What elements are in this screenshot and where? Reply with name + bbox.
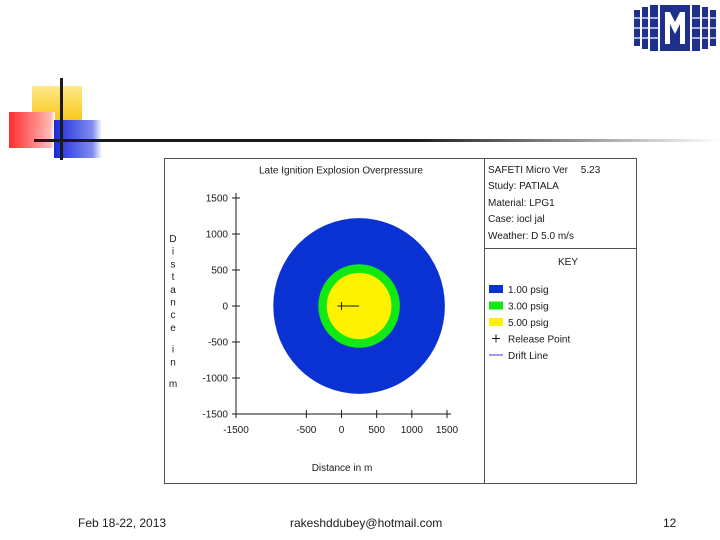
y-axis-label-char: t xyxy=(172,272,175,283)
y-tick-label: 0 xyxy=(222,302,228,313)
x-tick-label: 0 xyxy=(339,425,345,436)
weather-line: Weather: D 5.0 m/s xyxy=(488,231,574,242)
study-line: Study: PATIALA xyxy=(488,181,559,192)
x-tick-label: -1500 xyxy=(223,425,249,436)
legend-label: 5.00 psig xyxy=(508,318,549,329)
y-axis-label-char: D xyxy=(169,234,176,245)
y-tick-label: -500 xyxy=(208,338,228,349)
y-tick-label: -1000 xyxy=(202,374,228,385)
legend-label: Drift Line xyxy=(508,351,548,362)
legend-label: 1.00 psig xyxy=(508,285,549,296)
y-tick-label: 1500 xyxy=(206,194,229,205)
y-axis-label-char: a xyxy=(170,285,176,296)
decor-red-square xyxy=(9,112,55,148)
legend: 1.00 psig 3.00 psig 5.00 psig Release Point… xyxy=(489,285,570,362)
footer-date: Feb 18-22, 2013 xyxy=(78,516,167,530)
x-axis-label: Distance in m xyxy=(312,463,373,474)
case-line: Case: iocl jal xyxy=(488,214,545,225)
decor-horizontal-line xyxy=(34,139,720,142)
y-axis-label-char: e xyxy=(170,323,176,334)
y-tick-label: 1000 xyxy=(206,230,229,241)
x-tick-label: 500 xyxy=(368,425,385,436)
axes: 1500 1000 500 0 -500 -1000 -1500 -1500 -500 0 500 1… xyxy=(202,193,459,436)
overpressure-chart: Late Ignition Explosion Overpressure Dis… xyxy=(169,159,636,483)
x-tick-label: -500 xyxy=(296,425,316,436)
y-axis-label-char: n xyxy=(170,357,176,368)
software-version: 5.23 xyxy=(580,165,601,176)
x-tick-label: 1000 xyxy=(401,425,424,436)
footer-email: rakeshddubey@hotmail.com xyxy=(290,516,443,530)
page-number: 12 xyxy=(663,516,677,530)
y-axis-label-char: c xyxy=(171,310,176,321)
y-axis-label-char: i xyxy=(172,247,174,258)
legend-label: Release Point xyxy=(508,335,570,346)
y-axis-label-char: s xyxy=(171,259,176,270)
legend-swatch xyxy=(489,301,503,310)
software-label: SAFETI Micro Ver xyxy=(488,165,569,176)
y-axis-label-char: n xyxy=(170,298,176,309)
y-axis-label-char: m xyxy=(169,379,177,390)
legend-label: 3.00 psig xyxy=(508,302,549,313)
legend-swatch xyxy=(489,318,503,326)
institution-logo-icon xyxy=(634,5,716,51)
material-line: Material: LPG1 xyxy=(488,198,555,209)
x-tick-label: 1500 xyxy=(436,425,459,436)
chart-title: Late Ignition Explosion Overpressure xyxy=(259,166,423,177)
markers xyxy=(337,302,360,310)
y-tick-label: 500 xyxy=(211,266,228,277)
legend-title: KEY xyxy=(558,257,578,268)
legend-swatch xyxy=(489,285,503,293)
y-axis-label-char: i xyxy=(172,345,174,356)
decor-vertical-line xyxy=(60,78,63,160)
software-info: SAFETI Micro Ver 5.23 xyxy=(488,165,600,179)
y-tick-label: -1500 xyxy=(202,410,228,421)
